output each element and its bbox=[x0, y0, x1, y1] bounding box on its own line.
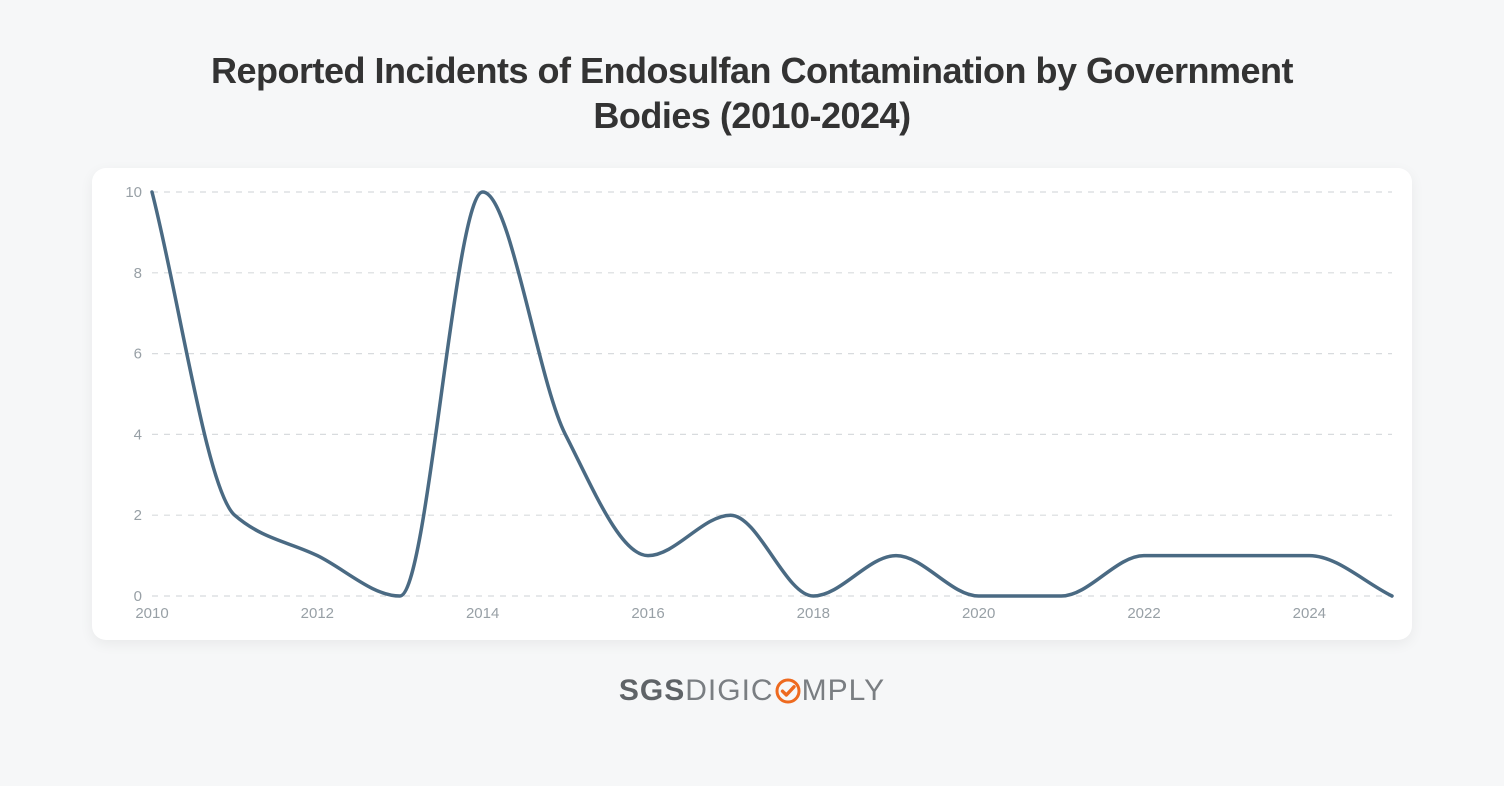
x-tick-label: 2022 bbox=[1127, 605, 1160, 622]
brand-mid2: MPLY bbox=[802, 674, 885, 708]
y-tick-label: 2 bbox=[134, 507, 142, 524]
y-tick-label: 0 bbox=[134, 588, 142, 605]
x-tick-label: 2014 bbox=[466, 605, 499, 622]
page-root: Reported Incidents of Endosulfan Contami… bbox=[0, 0, 1504, 786]
line-chart: 0 2 4 6 8 10 2010 2012 2014 2016 2018 2020 2022 2024 bbox=[92, 168, 1412, 640]
brand-prefix: SGS bbox=[619, 674, 685, 708]
x-tick-label: 2020 bbox=[962, 605, 995, 622]
chart-title: Reported Incidents of Endosulfan Contami… bbox=[202, 48, 1302, 138]
x-tick-label: 2012 bbox=[301, 605, 334, 622]
x-tick-label: 2016 bbox=[631, 605, 664, 622]
x-tick-label: 2018 bbox=[797, 605, 830, 622]
brand-mid1: DIGIC bbox=[685, 674, 773, 708]
x-tick-label: 2010 bbox=[135, 605, 168, 622]
y-tick-label: 10 bbox=[125, 184, 142, 201]
brand-logo: SGS DIGIC MPLY bbox=[0, 674, 1504, 708]
x-tick-label: 2024 bbox=[1293, 605, 1326, 622]
y-tick-label: 6 bbox=[134, 346, 142, 363]
y-tick-label: 8 bbox=[134, 265, 142, 282]
chart-card: 0 2 4 6 8 10 2010 2012 2014 2016 2018 2020 2022 2024 bbox=[92, 168, 1412, 640]
check-circle-icon bbox=[775, 678, 801, 704]
y-tick-label: 4 bbox=[134, 426, 142, 443]
series-line bbox=[152, 192, 1392, 596]
